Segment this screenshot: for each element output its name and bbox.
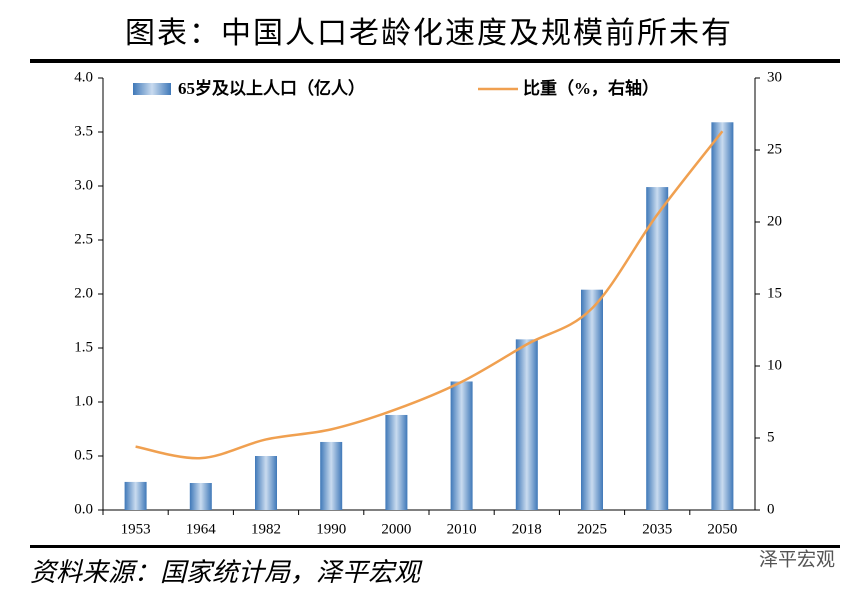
- bar: [255, 456, 277, 510]
- y-tick-label: 4.0: [74, 69, 93, 85]
- legend-swatch: [133, 83, 171, 95]
- y-tick-label: 0.5: [74, 447, 93, 463]
- bar: [711, 122, 734, 510]
- bar: [320, 441, 343, 510]
- title-rule: [30, 59, 840, 63]
- x-tick-label: 1982: [251, 521, 281, 537]
- x-tick-label: 2010: [447, 521, 477, 537]
- y-tick-label: 3.5: [74, 123, 93, 139]
- bar: [124, 481, 147, 510]
- y2-tick-label: 5: [767, 429, 775, 445]
- chart-title: 图表：中国人口老龄化速度及规模前所未有: [125, 17, 733, 50]
- bar: [385, 414, 408, 510]
- source-note: 资料来源：国家统计局，泽平宏观: [30, 558, 423, 587]
- y2-tick-label: 10: [767, 357, 782, 373]
- x-tick-label: 1990: [316, 521, 346, 537]
- bar: [646, 187, 669, 510]
- watermark: 泽平宏观: [759, 548, 835, 570]
- y2-tick-label: 15: [767, 285, 782, 301]
- y2-tick-label: 20: [767, 213, 782, 229]
- x-tick-label: 2025: [577, 521, 607, 537]
- legend-label: 65岁及以上人口（亿人）: [178, 78, 365, 98]
- y2-tick-label: 25: [767, 141, 782, 157]
- x-tick-label: 1953: [121, 521, 151, 537]
- x-tick-label: 2050: [707, 521, 737, 537]
- bar: [189, 483, 212, 510]
- bar: [581, 289, 603, 510]
- y-tick-label: 2.5: [74, 231, 93, 247]
- x-tick-label: 2035: [642, 521, 672, 537]
- bar: [515, 339, 538, 510]
- legend-label: 比重（%，右轴）: [523, 78, 659, 98]
- y2-tick-label: 30: [767, 69, 782, 85]
- x-tick-label: 2000: [381, 521, 411, 537]
- y-tick-label: 3.0: [74, 177, 93, 193]
- y-tick-label: 1.0: [74, 393, 93, 409]
- footer-rule: [30, 545, 840, 548]
- y-tick-label: 2.0: [74, 285, 93, 301]
- x-tick-label: 1964: [186, 521, 217, 537]
- bar: [450, 381, 473, 510]
- y-tick-label: 1.5: [74, 339, 93, 355]
- y2-tick-label: 0: [767, 501, 775, 517]
- line: [135, 130, 724, 460]
- x-tick-label: 2018: [512, 521, 542, 537]
- y-tick-label: 0.0: [74, 501, 93, 517]
